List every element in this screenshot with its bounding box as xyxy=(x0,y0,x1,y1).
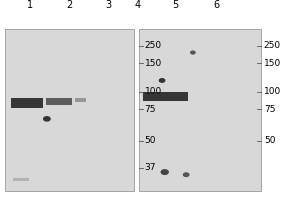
Text: 4: 4 xyxy=(135,0,141,10)
Text: 100: 100 xyxy=(145,87,162,96)
Bar xyxy=(5,29,134,191)
Text: 75: 75 xyxy=(264,105,275,114)
Text: 2: 2 xyxy=(66,0,72,10)
Text: 3: 3 xyxy=(105,0,111,10)
Bar xyxy=(14,178,29,181)
Text: 250: 250 xyxy=(145,41,162,50)
Text: 250: 250 xyxy=(264,41,281,50)
Circle shape xyxy=(191,51,195,54)
Text: 1: 1 xyxy=(27,0,33,10)
Circle shape xyxy=(161,170,168,174)
Text: 5: 5 xyxy=(172,0,178,10)
Text: 150: 150 xyxy=(145,59,162,68)
Text: 150: 150 xyxy=(264,59,281,68)
Text: 6: 6 xyxy=(213,0,219,10)
Bar xyxy=(11,98,43,108)
Text: 75: 75 xyxy=(145,105,156,114)
Bar xyxy=(75,98,86,102)
Text: 50: 50 xyxy=(264,136,275,145)
Bar xyxy=(46,98,72,105)
Circle shape xyxy=(159,79,165,82)
Bar xyxy=(139,29,261,191)
Circle shape xyxy=(44,117,50,121)
Text: 100: 100 xyxy=(264,87,281,96)
Text: 37: 37 xyxy=(145,163,156,172)
Text: 50: 50 xyxy=(145,136,156,145)
Bar xyxy=(143,92,188,101)
Circle shape xyxy=(184,173,189,176)
